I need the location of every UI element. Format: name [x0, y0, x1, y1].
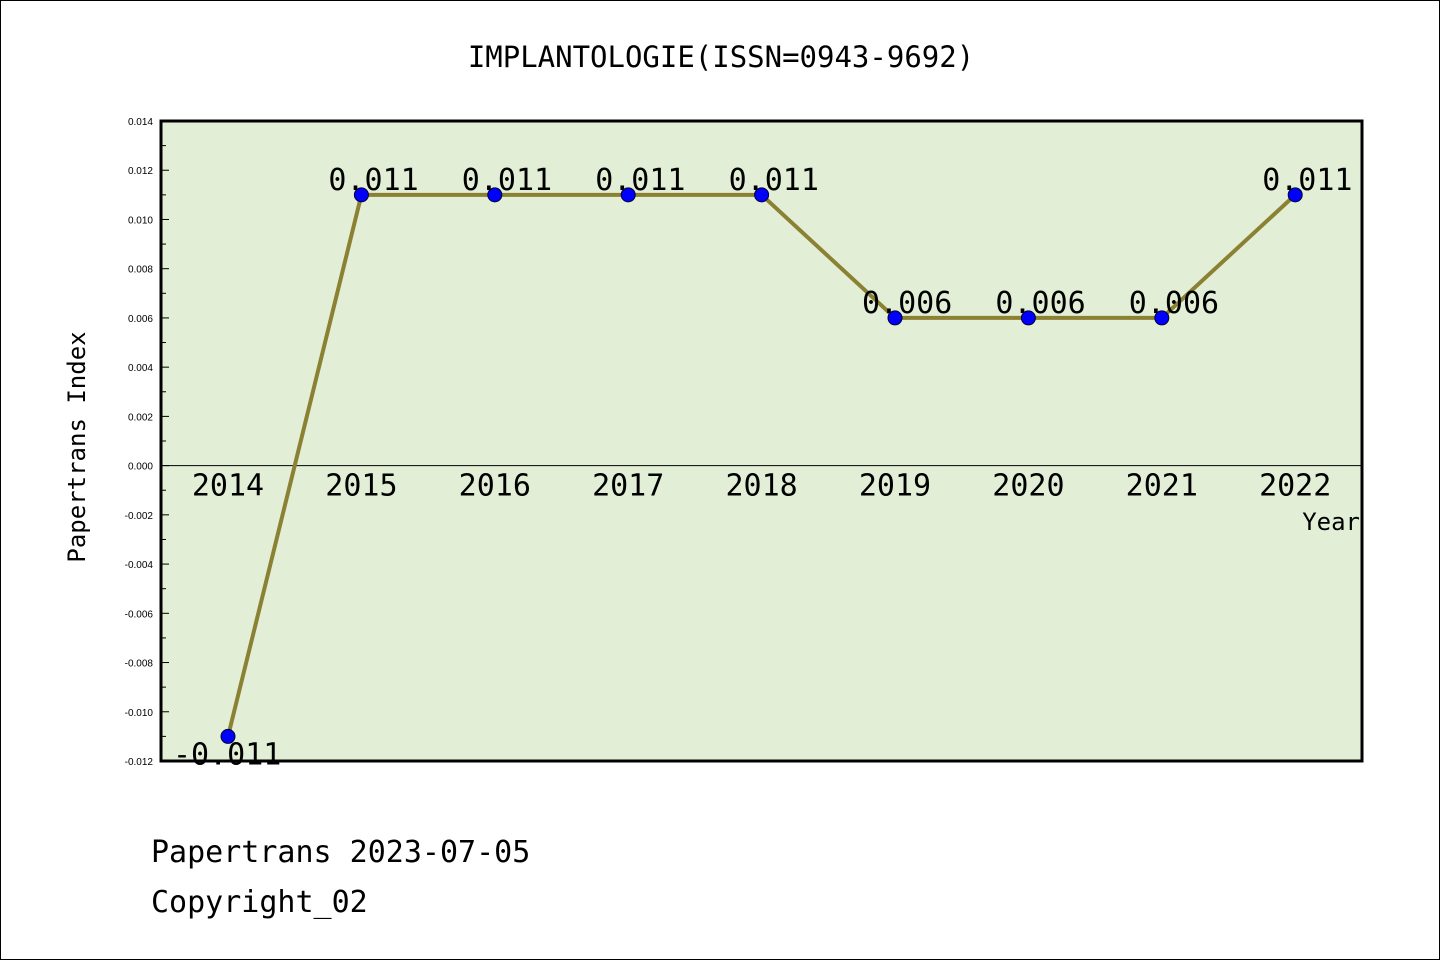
y-tick-label: 0.000 — [128, 462, 153, 473]
x-axis-label: Year — [1302, 508, 1360, 536]
data-label: 0.011 — [328, 163, 418, 198]
x-tick-label: 2020 — [992, 469, 1064, 504]
x-tick-label: 2017 — [592, 469, 664, 504]
data-point — [487, 187, 503, 203]
y-axis-label: Papertrans Index — [63, 331, 91, 562]
plot-frame — [159, 119, 1364, 763]
y-tick-label: -0.004 — [125, 560, 154, 571]
data-label: 0.011 — [729, 163, 819, 198]
y-tick-label: 0.014 — [128, 117, 153, 128]
data-label: 0.011 — [462, 163, 552, 198]
x-tick-label: 2014 — [192, 469, 264, 504]
data-point — [220, 728, 236, 744]
x-tick-label: 2018 — [725, 469, 797, 504]
y-tick-label: 0.004 — [128, 363, 153, 374]
y-tick-label: 0.006 — [128, 314, 153, 325]
y-tick-label: -0.008 — [125, 659, 154, 670]
y-tick-label: 0.008 — [128, 265, 153, 276]
y-tick-label: -0.012 — [125, 757, 154, 768]
data-point — [887, 310, 903, 326]
data-point — [1154, 310, 1170, 326]
x-tick-label: 2019 — [859, 469, 931, 504]
footer-copyright: Copyright_02 — [151, 885, 368, 920]
data-label: -0.011 — [173, 737, 281, 772]
x-tick-label: 2015 — [325, 469, 397, 504]
data-label: 0.011 — [595, 163, 685, 198]
footer-date: Papertrans 2023-07-05 — [151, 835, 531, 870]
y-tick-label: 0.010 — [128, 215, 153, 226]
data-label: 0.011 — [1262, 163, 1352, 198]
data-point — [353, 187, 369, 203]
data-label: 0.006 — [862, 286, 952, 321]
y-tick-label: -0.006 — [125, 609, 154, 620]
chart-title: IMPLANTOLOGIE(ISSN=0943-9692) — [468, 40, 974, 74]
data-point — [1287, 187, 1303, 203]
y-tick-label: 0.012 — [128, 166, 153, 177]
data-point — [620, 187, 636, 203]
y-tick-label: 0.002 — [128, 412, 153, 423]
data-label: 0.006 — [1129, 286, 1219, 321]
data-label: 0.006 — [995, 286, 1085, 321]
plot-area — [161, 121, 1362, 761]
data-point — [754, 187, 770, 203]
x-tick-label: 2016 — [459, 469, 531, 504]
x-tick-label: 2022 — [1259, 469, 1331, 504]
data-point — [1020, 310, 1036, 326]
x-tick-label: 2021 — [1126, 469, 1198, 504]
y-tick-label: -0.010 — [125, 708, 154, 719]
y-tick-label: -0.002 — [125, 511, 154, 522]
